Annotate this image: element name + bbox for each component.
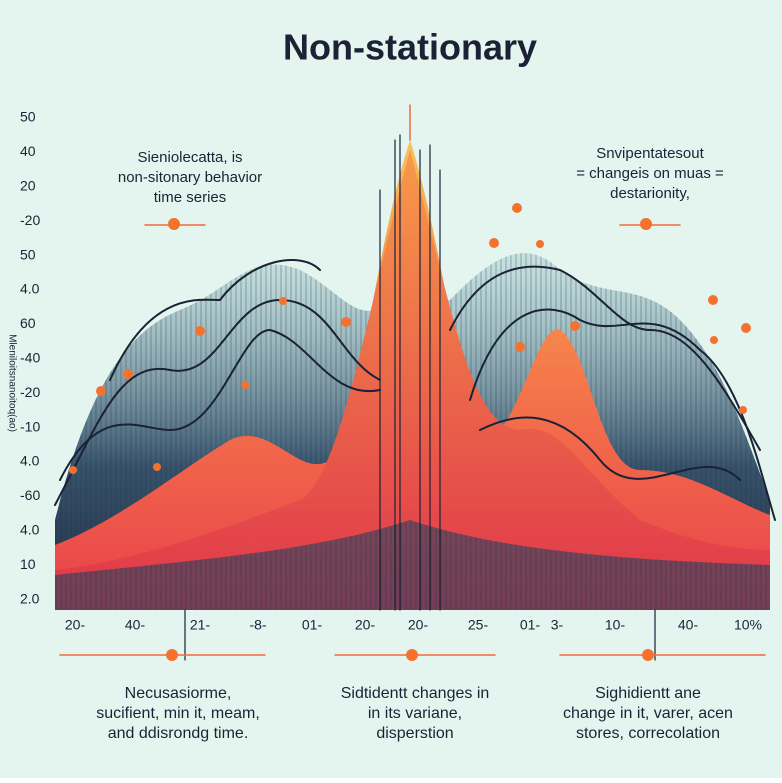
bottom-note: disperstion bbox=[376, 725, 453, 742]
x-label: 10% bbox=[734, 617, 762, 633]
y-label: 4.0 bbox=[20, 453, 40, 469]
y-label: 4.0 bbox=[20, 281, 40, 297]
x-label: 01- bbox=[520, 617, 541, 633]
x-label: 25- bbox=[468, 617, 489, 633]
y-label: 20 bbox=[20, 178, 36, 194]
x-label: -8- bbox=[249, 617, 266, 633]
y-label: 10 bbox=[20, 556, 36, 572]
y-label: -10 bbox=[20, 418, 40, 434]
x-label: 10- bbox=[605, 617, 626, 633]
y-label: 2.0 bbox=[20, 590, 40, 606]
bottom-note: change in it, varer, acen bbox=[563, 705, 733, 722]
bottom-note: in its variane, bbox=[368, 705, 462, 722]
y-label: -20 bbox=[20, 384, 40, 400]
x-label: 20- bbox=[408, 617, 429, 633]
y-label: 50 bbox=[20, 109, 36, 125]
x-label: 20- bbox=[355, 617, 376, 633]
title: Non-stationary bbox=[283, 27, 537, 68]
note: = changeis on muas = bbox=[576, 165, 724, 182]
note: destarionity, bbox=[610, 185, 690, 202]
y-label: 40 bbox=[20, 143, 36, 159]
bottom-note: Necusasiorme, bbox=[125, 685, 232, 702]
y-label: 50 bbox=[20, 246, 36, 262]
decor bbox=[54, 104, 776, 661]
x-label: 21- bbox=[190, 617, 211, 633]
note: non-sitonary behavior bbox=[118, 169, 262, 186]
bottom-note: Sidtidentt changes in bbox=[341, 685, 490, 702]
bottom-note: and ddisrondg time. bbox=[108, 725, 249, 742]
y-label: 60 bbox=[20, 315, 36, 331]
bottom-note: sucifient, min it, meam, bbox=[96, 705, 260, 722]
bottom-note: Sighidientt ane bbox=[595, 685, 701, 702]
note: time series bbox=[154, 189, 227, 206]
x-label: 3- bbox=[551, 617, 564, 633]
y-label: -20 bbox=[20, 212, 40, 228]
note: Sieniolecatta, is bbox=[137, 149, 242, 166]
y-label: 4.0 bbox=[20, 522, 40, 538]
x-label: 40- bbox=[678, 617, 699, 633]
x-label: 20- bbox=[65, 617, 86, 633]
x-label: 01- bbox=[302, 617, 323, 633]
bottom-note: stores, correcolation bbox=[576, 725, 720, 742]
x-label: 40- bbox=[125, 617, 146, 633]
y-label: -40 bbox=[20, 350, 40, 366]
y-label: -60 bbox=[20, 487, 40, 503]
y-axis-label: Mleniloitsnanoitoq(ao) bbox=[6, 334, 17, 432]
note: Snvipentatesout bbox=[596, 145, 704, 162]
